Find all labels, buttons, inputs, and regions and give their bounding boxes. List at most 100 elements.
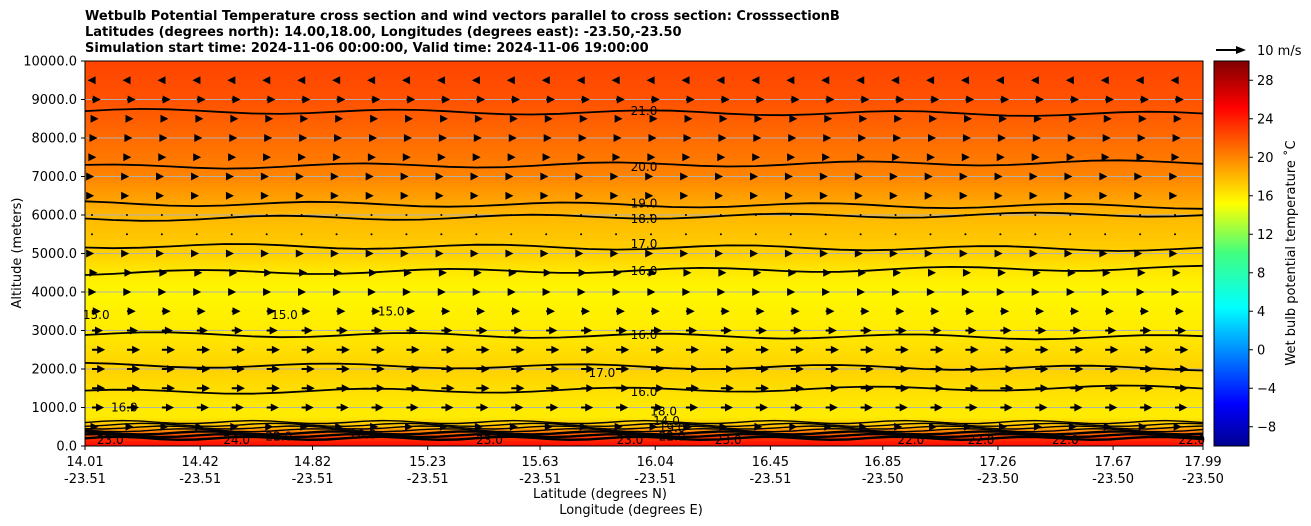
wind-arrow	[371, 384, 385, 393]
field-band	[85, 320, 1203, 324]
field-band	[85, 295, 1203, 299]
wind-arrow-head	[1075, 384, 1084, 393]
wind-arrow-head	[225, 191, 234, 200]
wind-arrow	[824, 114, 833, 123]
field-band	[85, 215, 1203, 218]
wind-arrow-head	[124, 268, 133, 277]
wind-arrow	[125, 114, 134, 123]
wind-arrow	[330, 249, 339, 258]
wind-arrow	[615, 214, 618, 216]
wind-arrow-head	[225, 249, 234, 258]
wind-arrow-head	[1040, 365, 1049, 373]
contour-label: 23.0	[617, 433, 644, 447]
wind-arrow	[1137, 268, 1146, 277]
field-band	[85, 218, 1203, 222]
wind-arrow	[1000, 307, 1010, 316]
wind-arrow-head	[619, 326, 628, 335]
wind-arrow	[402, 288, 411, 296]
wind-arrow	[927, 268, 936, 277]
wind-arrow-head	[236, 365, 245, 373]
wind-arrow	[330, 191, 339, 200]
wind-arrow	[614, 422, 623, 431]
wind-arrow-head	[159, 268, 168, 277]
wind-arrow	[126, 307, 136, 316]
wind-arrow-head	[858, 134, 867, 142]
wind-arrow-head	[924, 172, 933, 181]
wind-arrow	[825, 307, 835, 316]
wind-arrow-head	[1134, 172, 1143, 181]
wind-arrow	[1105, 345, 1119, 354]
wind-arrow-head	[614, 114, 623, 123]
wind-arrow	[891, 76, 900, 85]
wind-arrow	[929, 233, 932, 236]
wind-arrow-head	[302, 95, 311, 104]
wind-arrow	[405, 233, 408, 236]
wind-arrow-head	[365, 191, 374, 200]
wind-arrow	[790, 365, 804, 373]
wind-arrow-head	[512, 307, 521, 316]
wind-arrow	[959, 172, 968, 181]
wind-arrow	[476, 365, 490, 373]
wind-arrow	[891, 153, 900, 162]
wind-arrow	[367, 288, 376, 296]
wind-arrow	[265, 233, 268, 236]
wind-arrow	[616, 307, 625, 316]
wind-arrow	[1140, 326, 1152, 335]
wind-arrow-head	[340, 403, 349, 412]
wind-arrow-head	[367, 76, 376, 85]
wind-arrow	[336, 307, 346, 316]
wind-arrow-head	[508, 134, 517, 142]
wind-arrow-dot	[90, 233, 93, 236]
wind-arrow	[266, 307, 276, 316]
field-band	[85, 411, 1203, 414]
wind-arrow	[964, 214, 967, 216]
wind-arrow	[196, 384, 210, 393]
wind-arrow	[755, 345, 769, 354]
y-tick-label: 9000.0	[32, 93, 78, 108]
wind-arrow	[334, 268, 343, 277]
wind-arrow	[961, 76, 970, 85]
wind-arrow	[546, 95, 555, 104]
wind-arrow-dot	[440, 233, 443, 236]
wind-arrow	[819, 249, 828, 258]
wind-arrow-head	[1101, 153, 1110, 162]
wind-arrow	[825, 345, 839, 354]
wind-arrow	[929, 114, 938, 123]
wind-arrow	[541, 76, 550, 85]
field-band	[85, 195, 1203, 199]
wind-arrow	[474, 422, 483, 431]
wind-arrow-head	[541, 76, 550, 85]
wind-arrow-head	[332, 76, 341, 85]
wind-arrow	[965, 307, 975, 316]
contour-line	[85, 200, 1203, 210]
contour-line	[85, 159, 1203, 170]
wind-arrow	[544, 422, 553, 431]
wind-arrow	[266, 95, 276, 104]
field-band	[85, 340, 1203, 343]
field-band	[85, 265, 1203, 268]
wind-arrow-head	[202, 365, 210, 373]
wind-arrow-head	[86, 249, 95, 258]
wind-arrow-head	[1029, 172, 1038, 181]
wind-arrow-head	[924, 249, 933, 258]
wind-arrow	[86, 172, 95, 181]
wind-arrow-head	[823, 134, 832, 142]
wind-arrow-head	[403, 268, 412, 277]
field-band	[85, 290, 1203, 293]
wind-arrow-dot	[824, 214, 827, 216]
wind-arrow	[754, 422, 763, 431]
field-band	[85, 361, 1203, 364]
wind-arrow-head	[610, 191, 619, 200]
wind-arrow	[265, 114, 274, 123]
wind-arrow-head	[933, 326, 942, 335]
wind-arrow-head	[192, 76, 201, 85]
wind-arrow-head	[507, 153, 516, 162]
wind-arrow	[441, 326, 453, 335]
wind-arrow	[262, 76, 271, 85]
wind-arrow-head	[1179, 403, 1188, 412]
wind-arrow	[196, 403, 209, 412]
wind-arrow	[406, 95, 416, 104]
wind-arrow-head	[1180, 384, 1189, 393]
wind-arrow-head	[964, 422, 973, 431]
wind-arrow-head	[691, 345, 700, 354]
